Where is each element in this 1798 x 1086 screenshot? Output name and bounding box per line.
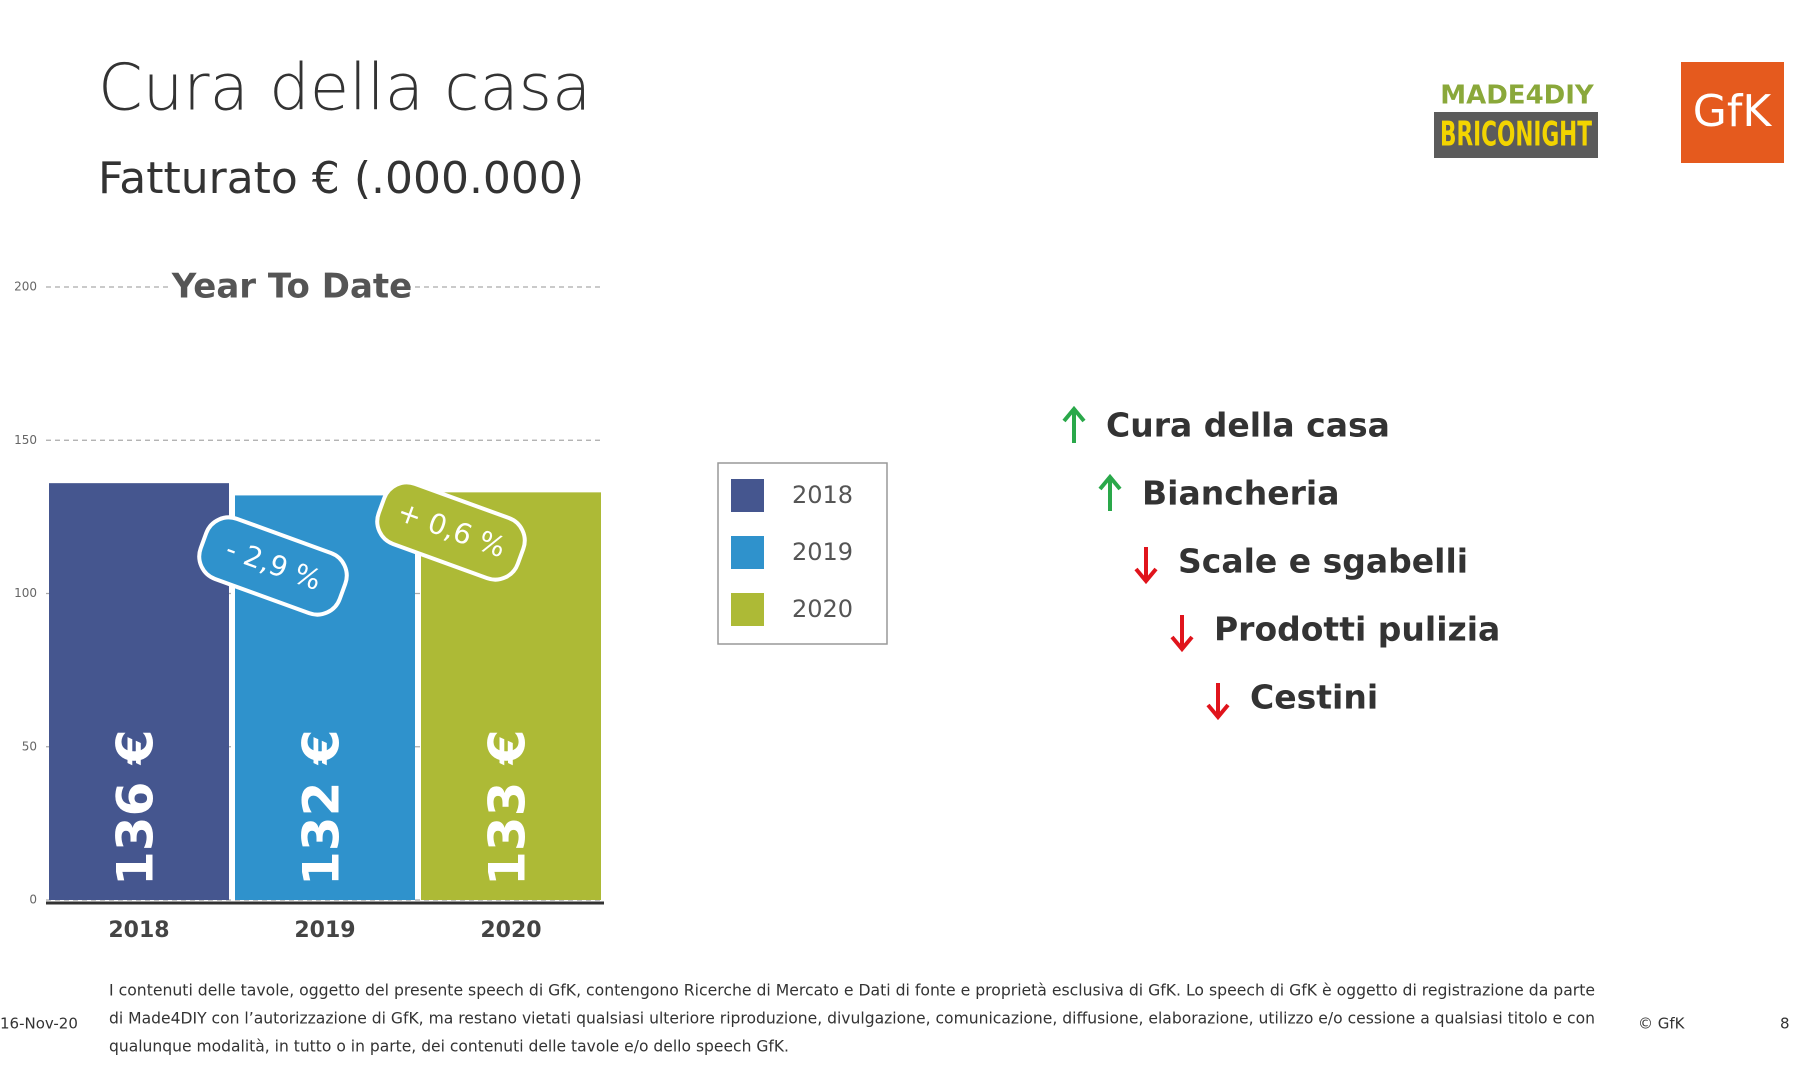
trend-list: Cura della casa Biancheria Scale e sgabell… bbox=[1062, 405, 1500, 721]
logo-text: MADE4DIY bbox=[1440, 81, 1595, 111]
logo-text: GfK bbox=[1693, 86, 1773, 137]
copyright: © GfK bbox=[1638, 1015, 1686, 1033]
legend-swatch bbox=[731, 479, 764, 512]
legend-swatch bbox=[731, 536, 764, 569]
title-bg bbox=[172, 268, 408, 308]
x-tick-label: 2019 bbox=[294, 918, 355, 943]
trend-arrow bbox=[1062, 405, 1086, 443]
arrow-head bbox=[1170, 635, 1194, 653]
page-subtitle: Fatturato € (.000.000) bbox=[98, 153, 584, 204]
logo-gfk: GfK bbox=[1681, 62, 1784, 163]
value-label: 132 € bbox=[293, 729, 351, 886]
trend-arrow bbox=[1134, 547, 1158, 585]
trend-arrow bbox=[1098, 473, 1122, 511]
disclaimer-line: di Made4DIY con l’autorizzazione di GfK,… bbox=[109, 1009, 1595, 1028]
logo-box bbox=[1681, 62, 1784, 163]
chart: 0 50 100 150 200 136 € 2018 132 € 2019 133 € 2020 Y… bbox=[14, 267, 604, 943]
y-tick-label: 200 bbox=[14, 280, 37, 294]
trend-arrow bbox=[1170, 615, 1194, 653]
trend-label: Scale e sgabelli bbox=[1178, 542, 1468, 581]
disclaimer-line: qualunque modalità, in tutto o in parte,… bbox=[109, 1037, 789, 1056]
trend-label: Cura della casa bbox=[1106, 406, 1390, 445]
footer: 16-Nov-20 I contenuti delle tavole, ogge… bbox=[0, 981, 1790, 1056]
y-tick-label: 0 bbox=[29, 893, 37, 907]
page-title: Cura della casa bbox=[98, 52, 591, 126]
annotation-badge bbox=[375, 480, 527, 582]
footer-date: 16-Nov-20 bbox=[0, 1015, 78, 1033]
value-label: 136 € bbox=[107, 729, 165, 886]
logo-box bbox=[1434, 112, 1598, 158]
trend-label: Biancheria bbox=[1142, 474, 1340, 513]
y-tick-label: 150 bbox=[14, 433, 37, 447]
legend-label: 2020 bbox=[792, 595, 853, 623]
legend: 2018 2019 2020 bbox=[731, 479, 853, 626]
trend-arrow bbox=[1206, 683, 1230, 721]
value-label: 133 € bbox=[479, 729, 537, 886]
y-tick-label: 50 bbox=[22, 739, 37, 753]
logo-text: BRICONIGHT bbox=[1440, 115, 1593, 155]
disclaimer-line: I contenuti delle tavole, oggetto del pr… bbox=[109, 981, 1595, 1000]
arrow-head bbox=[1206, 703, 1230, 721]
arrow-head bbox=[1062, 405, 1086, 423]
page-number: 8 bbox=[1780, 1015, 1790, 1033]
disclaimer: I contenuti delle tavole, oggetto del pr… bbox=[109, 981, 1595, 1056]
chart-title: Year To Date bbox=[171, 267, 412, 307]
arrow-head bbox=[1098, 473, 1122, 491]
trend-label: Prodotti pulizia bbox=[1214, 610, 1500, 649]
legend-label: 2019 bbox=[792, 538, 853, 566]
annotation: - 2,9 % bbox=[197, 515, 349, 617]
legend-swatch bbox=[731, 593, 764, 626]
y-tick-label: 100 bbox=[14, 586, 37, 600]
x-tick-label: 2018 bbox=[108, 918, 169, 943]
logo-made4diy: MADE4DIY BRICONIGHT bbox=[1434, 81, 1598, 158]
arrow-head bbox=[1134, 567, 1158, 585]
legend-label: 2018 bbox=[792, 481, 853, 509]
trend-label: Cestini bbox=[1250, 678, 1378, 717]
x-tick-label: 2020 bbox=[480, 918, 541, 943]
annotation-badge bbox=[197, 515, 349, 617]
